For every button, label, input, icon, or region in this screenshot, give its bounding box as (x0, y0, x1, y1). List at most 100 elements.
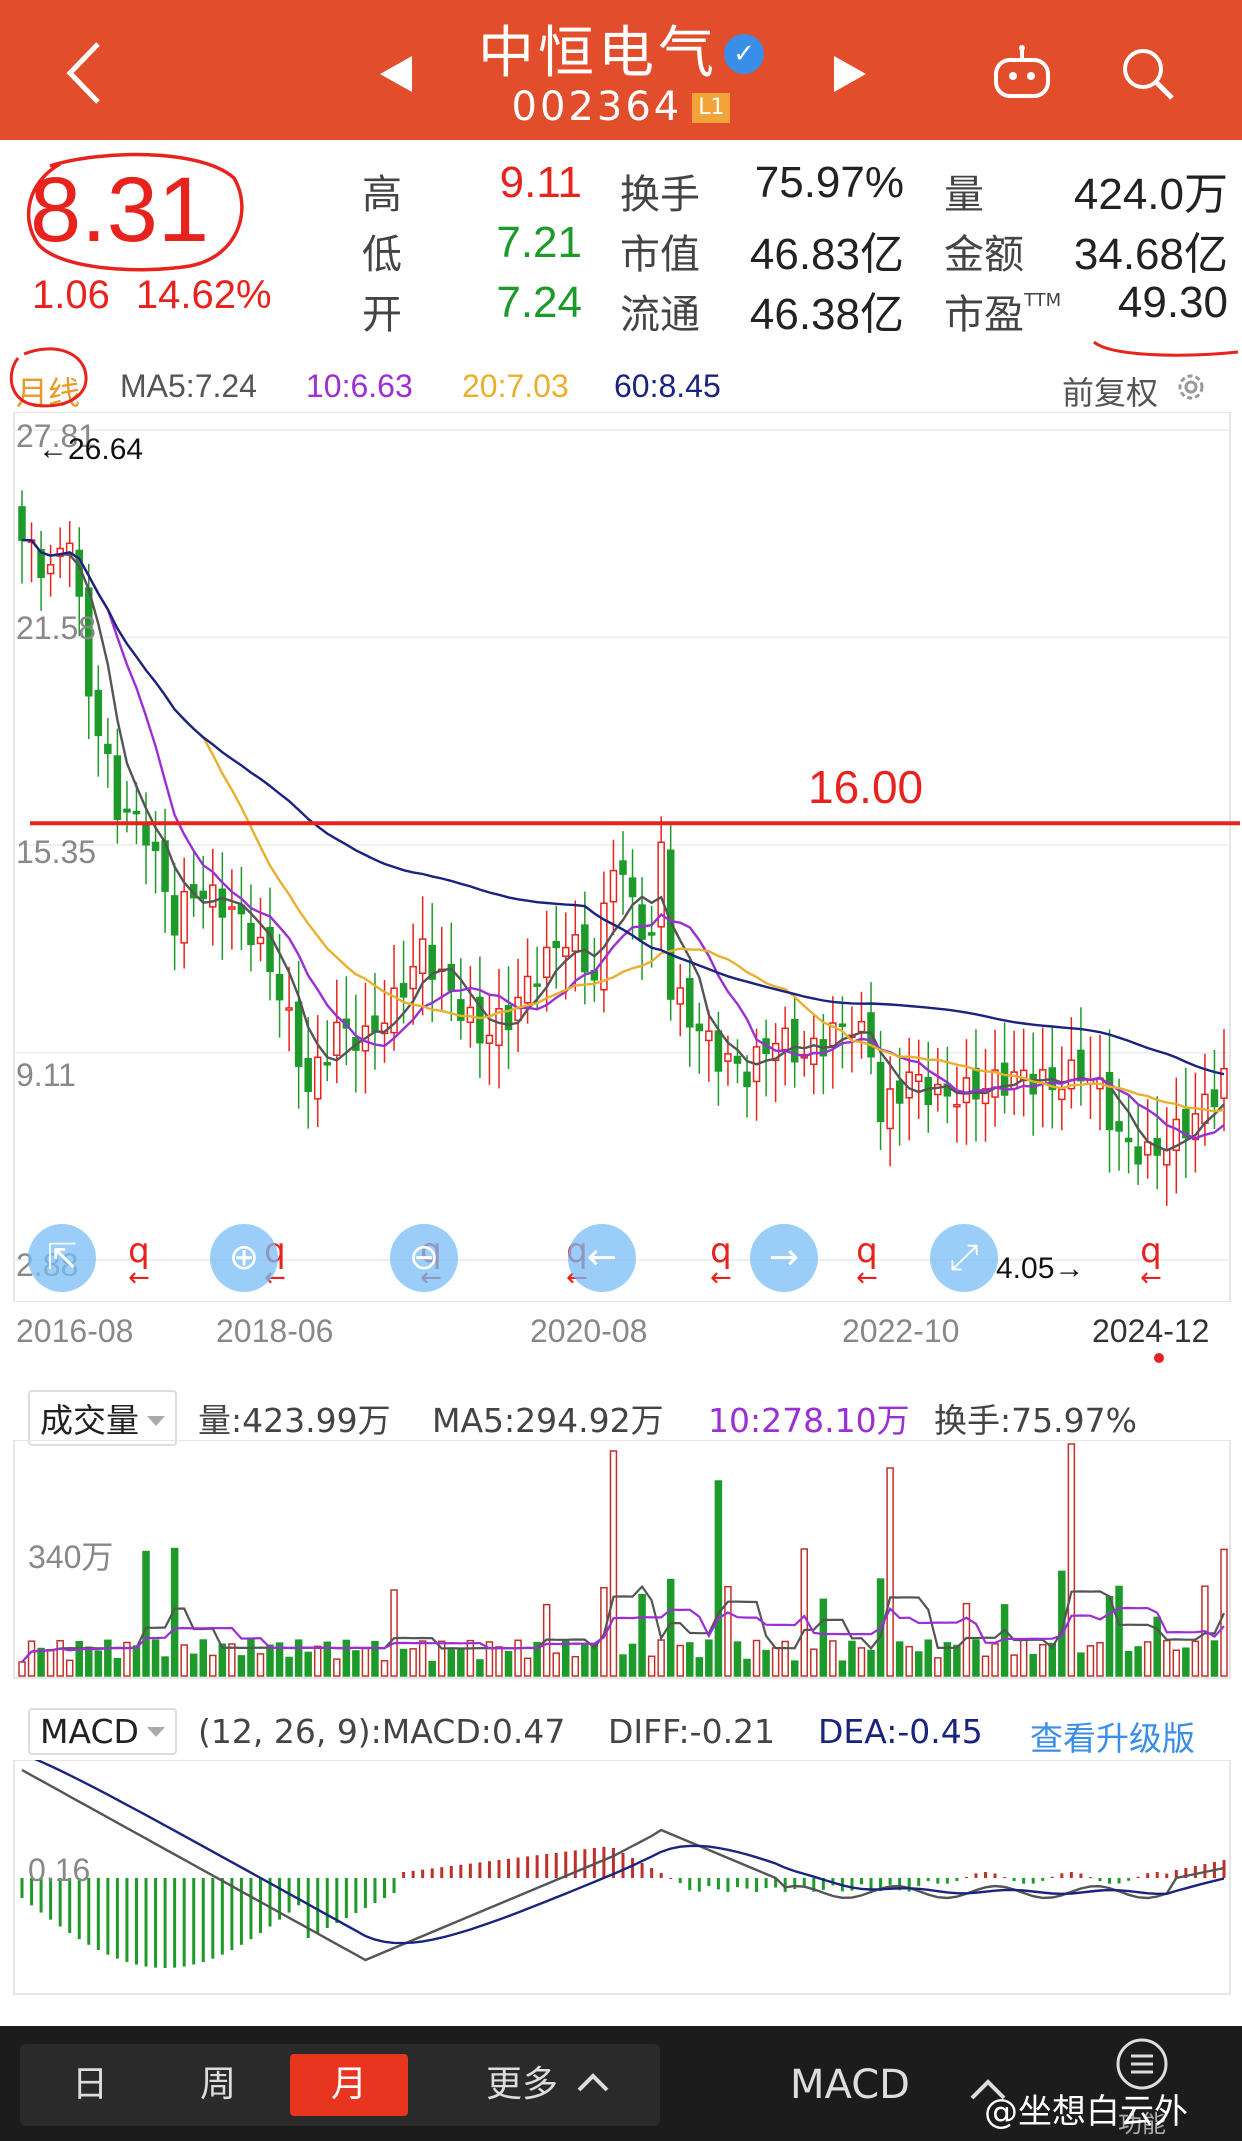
volume-bar (199, 1639, 208, 1677)
volume-bar (1143, 1641, 1152, 1677)
macd-bar (1050, 1876, 1054, 1878)
macd-bar (640, 1863, 644, 1878)
volume-bar (65, 1659, 74, 1677)
macd-bar (1003, 1877, 1007, 1879)
pe-label-text: 市盈 (944, 292, 1024, 338)
macd-bar (77, 1878, 81, 1940)
volume-bar (399, 1648, 408, 1677)
volume-bar (781, 1640, 789, 1677)
kline-chart[interactable] (0, 412, 1242, 1302)
macd-bar (96, 1878, 100, 1951)
volume-bar (476, 1659, 484, 1677)
macd-bar (249, 1878, 253, 1940)
macd-bar (163, 1878, 167, 1968)
macd-bar (39, 1878, 43, 1913)
tab-month[interactable]: 月 (290, 2054, 408, 2116)
candle (1115, 1121, 1123, 1132)
volume-bar (800, 1548, 809, 1677)
float-cap-value: 46.38亿 (749, 290, 904, 339)
signal-marker: q← (710, 1231, 732, 1293)
macd-bar (812, 1878, 816, 1892)
volume-bar (523, 1657, 532, 1677)
candle (323, 1062, 332, 1066)
macd-bar (421, 1869, 425, 1878)
candle (313, 1056, 322, 1100)
volume-indicator-select[interactable]: 成交量 (28, 1390, 177, 1446)
candle (628, 877, 637, 898)
candle (733, 1055, 742, 1064)
candle (657, 841, 665, 928)
pe-hand-underline (1093, 340, 1239, 357)
volume-bar (457, 1649, 465, 1677)
volume-bar (1038, 1643, 1047, 1677)
indicator-tab[interactable]: MACD (790, 2062, 910, 2108)
robot-icon[interactable] (990, 44, 1054, 102)
zoom-in-icon[interactable]: ⊕ (210, 1224, 278, 1292)
x-axis-label: 2022-10 (842, 1313, 960, 1349)
macd-indicator-select[interactable]: MACD (28, 1708, 177, 1755)
candle (1172, 1118, 1181, 1151)
candle (151, 841, 160, 852)
candle (962, 1077, 971, 1104)
volume-bar (37, 1647, 45, 1677)
volume-bar (409, 1648, 417, 1677)
volume-bar (1172, 1649, 1181, 1677)
candle (972, 1067, 980, 1100)
macd-bar (487, 1861, 491, 1878)
volume-bar (924, 1639, 933, 1677)
tab-more[interactable]: 更多 (486, 2054, 636, 2116)
arrow-right-icon[interactable]: → (750, 1224, 818, 1292)
volume-bar (1191, 1640, 1200, 1677)
candle (686, 977, 694, 1028)
macd-bar (793, 1878, 797, 1890)
volume-ma10-line (21, 1606, 1225, 1663)
macd-bar (497, 1860, 501, 1878)
chevron-down-icon (147, 1416, 165, 1426)
macd-bar (564, 1851, 568, 1878)
high-value: 9.11 (499, 158, 582, 207)
volume-bar (237, 1655, 246, 1677)
macd-bar (106, 1878, 110, 1955)
adjust-mode-button[interactable]: 前复权 (1062, 375, 1159, 411)
candle (247, 922, 255, 946)
zoom-out-icon[interactable]: ⊖ (390, 1224, 458, 1292)
chevron-left-icon[interactable] (58, 38, 118, 108)
macd-bar (144, 1878, 148, 1967)
volume-bar (94, 1650, 103, 1677)
macd-diff-line (21, 1768, 1225, 1962)
macd-bar (926, 1878, 930, 1882)
candle (876, 1061, 885, 1122)
macd-bar (325, 1878, 329, 1928)
search-icon[interactable] (1118, 44, 1178, 104)
volume-bar (380, 1660, 389, 1677)
arrow-left-icon[interactable]: ← (568, 1224, 636, 1292)
collapse-icon[interactable]: ⇱ (28, 1224, 96, 1292)
menu-icon[interactable] (1114, 2036, 1170, 2092)
volume-bar (27, 1640, 36, 1677)
macd-bar (688, 1878, 692, 1891)
tab-week[interactable]: 周 (199, 2064, 236, 2105)
tab-day[interactable]: 日 (71, 2064, 108, 2105)
triangle-left-icon[interactable] (378, 54, 414, 94)
candle (170, 895, 179, 936)
volume-bar (1182, 1647, 1190, 1677)
chevron-up-icon[interactable] (968, 2078, 1008, 2102)
signal-marker-arrow: ← (128, 1263, 150, 1293)
triangle-right-icon[interactable] (832, 54, 868, 94)
volume-bar (628, 1643, 637, 1677)
candle (1067, 1059, 1076, 1090)
volume-bar (829, 1640, 837, 1677)
candle (46, 564, 55, 575)
upgrade-link[interactable]: 查看升级版 (1030, 1719, 1195, 1758)
float-cap-label: 流通 (620, 292, 700, 338)
volume-bar (934, 1657, 942, 1677)
macd-bar (573, 1850, 577, 1878)
gear-icon[interactable] (1174, 370, 1208, 404)
volume-bar (819, 1598, 828, 1677)
candle (504, 1005, 513, 1031)
volume-indicator-label: 成交量 (40, 1401, 139, 1440)
macd-bar (1012, 1878, 1016, 1882)
macd-bar (917, 1878, 921, 1886)
fullscreen-icon[interactable]: ⤢ (930, 1224, 998, 1292)
macd-bar (354, 1878, 358, 1913)
